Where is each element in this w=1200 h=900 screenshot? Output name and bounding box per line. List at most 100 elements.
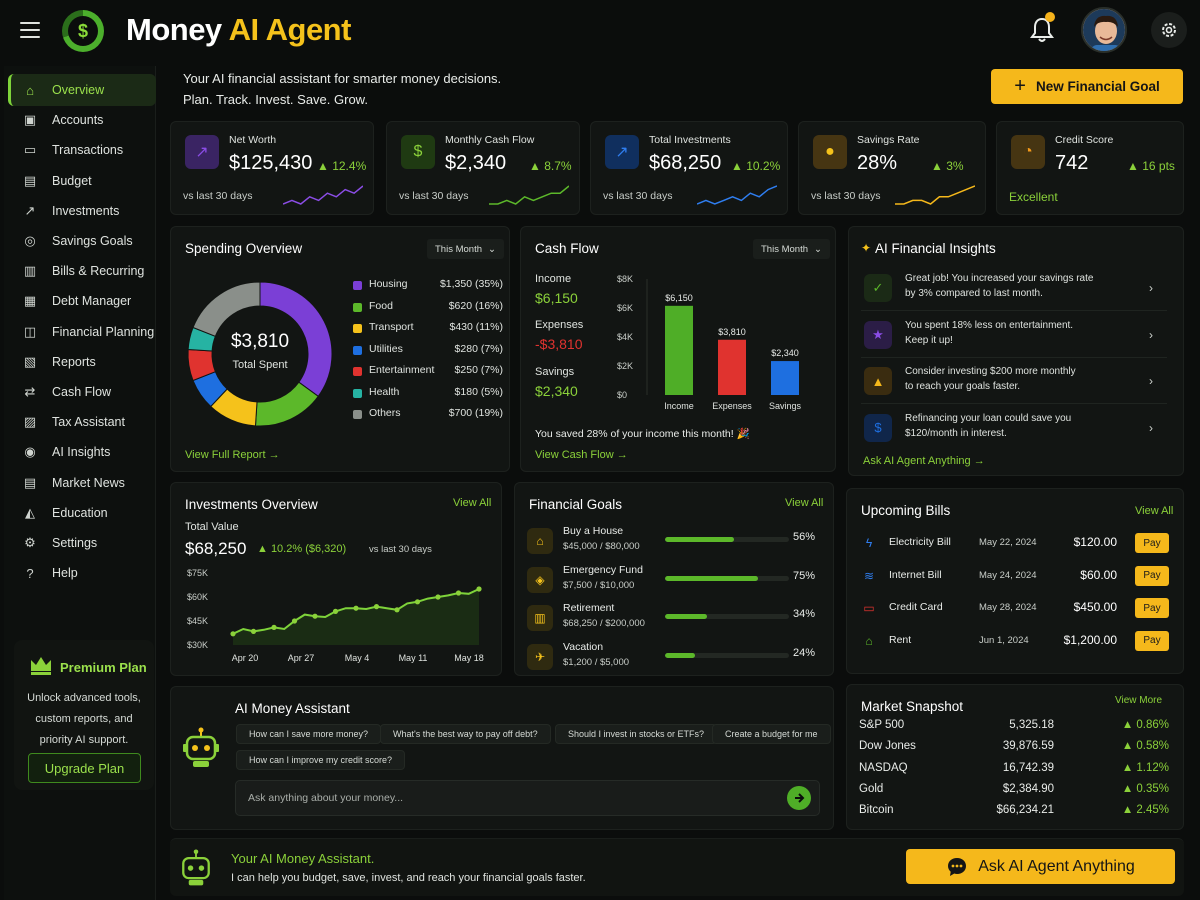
premium-title: Premium Plan [60, 660, 147, 675]
receipt-icon: ▥ [23, 263, 37, 279]
suggestion-chip[interactable]: Should I invest in stocks or ETFs? [555, 724, 718, 744]
legend-item: Housing $1,350 (35%) [353, 278, 503, 292]
suggestion-chip[interactable]: How can I save more money? [236, 724, 382, 744]
investments-view-all-link[interactable]: View All [453, 497, 492, 509]
bar-income[interactable] [665, 305, 693, 395]
pay-button[interactable]: Pay [1135, 533, 1169, 553]
y-tick-label: $8K [617, 274, 633, 284]
kpi-card-total-investments[interactable]: ↗ Total Investments $68,250 ▲ 10.2% vs l… [590, 121, 788, 215]
sidebar-item-financial-planning[interactable]: ◫ Financial Planning [8, 316, 156, 348]
bill-item: ⌂ Rent Jun 1, 2024 $1,200.00 Pay [859, 629, 1175, 655]
ask-money-input[interactable]: Ask anything about your money... [235, 780, 820, 816]
gear-icon: ⚙ [24, 535, 36, 550]
sidebar-item-investments[interactable]: ↗ Investments [8, 195, 156, 227]
market-name: Gold [859, 782, 884, 795]
sidebar-item-help[interactable]: ? Help [8, 557, 156, 589]
legend-swatch [353, 281, 362, 290]
bill-item: ▭ Credit Card May 28, 2024 $450.00 Pay [859, 596, 1175, 622]
plan-icon: ◫ [23, 323, 37, 339]
target-icon: ◎ [24, 233, 36, 248]
pay-button[interactable]: Pay [1135, 598, 1169, 618]
sidebar-item-label: Cash Flow [52, 385, 112, 399]
sidebar-item-education[interactable]: ◭ Education [8, 497, 156, 529]
view-full-report-link[interactable]: View Full Report → [185, 449, 280, 461]
arrow-right-icon: → [268, 449, 280, 461]
sidebar-item-ai-insights[interactable]: ◉ AI Insights [8, 436, 156, 468]
suggestion-chip[interactable]: Create a budget for me [712, 724, 831, 744]
insight-item[interactable]: ✓ Great job! You increased your savings … [861, 269, 1167, 311]
goal-item[interactable]: ⌂ Buy a House $45,000 / $80,000 56% [527, 525, 815, 561]
sidebar-item-bills-recurring[interactable]: ▥ Bills & Recurring [8, 255, 156, 287]
legend-value: $620 (16%) [448, 299, 503, 312]
sidebar-item-label: AI Insights [52, 445, 111, 460]
insight-item[interactable]: ★ You spent 18% less on entertainment. K… [861, 316, 1167, 358]
kpi-card-credit-score[interactable]: ◔ Credit Score 742 ▲ 16 pts Excellent [996, 121, 1184, 215]
sidebar-item-transactions[interactable]: ▭ Transactions [8, 134, 156, 166]
ask-ai-agent-button[interactable]: Ask AI Agent Anything [906, 849, 1175, 884]
spending-total: $3,810 [230, 331, 290, 352]
data-point [312, 613, 318, 619]
cash-flow-note: You saved 28% of your income this month!… [535, 428, 750, 440]
market-row: Dow Jones 39,876.59 ▲ 0.58% [859, 740, 1169, 758]
x-tick-label: Apr 20 [232, 653, 259, 663]
data-point [230, 631, 236, 637]
goal-item[interactable]: ▥ Retirement $68,250 / $200,000 34% [527, 602, 815, 638]
insight-item[interactable]: $ Refinancing your loan could save you $… [861, 409, 1167, 451]
new-financial-goal-button[interactable]: + New Financial Goal [991, 69, 1183, 104]
bar-savings[interactable] [771, 361, 799, 395]
send-arrow-icon [795, 793, 805, 803]
sidebar-item-overview[interactable]: ⌂ Overview [8, 74, 156, 106]
upgrade-plan-button[interactable]: Upgrade Plan [28, 753, 141, 783]
sidebar-item-reports[interactable]: ▧ Reports [8, 346, 156, 378]
kpi-card-net-worth[interactable]: ↗ Net Worth $125,430 ▲ 12.4% vs last 30 … [170, 121, 374, 215]
bill-item: ϟ Electricity Bill May 22, 2024 $120.00 … [859, 531, 1175, 557]
dollar-shield-icon: $ [864, 413, 892, 442]
ask-ai-agent-link[interactable]: Ask AI Agent Anything → [863, 455, 985, 467]
sidebar-item-debt-manager[interactable]: ▦ Debt Manager [8, 285, 156, 317]
goals-view-all-link[interactable]: View All [785, 497, 824, 509]
suggestion-chip[interactable]: How can I improve my credit score? [236, 750, 406, 770]
send-button[interactable] [787, 786, 811, 810]
sidebar-item-savings-goals[interactable]: ◎ Savings Goals [8, 225, 156, 257]
cash-flow-title: Cash Flow [535, 241, 599, 256]
notification-dot [1045, 12, 1055, 22]
premium-plan-card: Premium Plan Unlock advanced tools, cust… [14, 640, 154, 790]
goal-item[interactable]: ◈ Emergency Fund $7,500 / $10,000 75% [527, 564, 815, 600]
donut-slice-others[interactable] [192, 281, 261, 337]
sidebar-item-market-news[interactable]: ▤ Market News [8, 467, 156, 499]
house-icon: ⌂ [527, 528, 553, 554]
menu-icon[interactable] [20, 22, 40, 38]
sidebar-item-tax-assistant[interactable]: ▨ Tax Assistant [8, 406, 156, 438]
kpi-sub: vs last 30 days [603, 190, 673, 202]
kpi-change: ▲ 8.7% [529, 159, 572, 173]
income-label: Income [535, 273, 572, 285]
bar-expenses[interactable] [718, 339, 746, 395]
kpi-card-savings-rate[interactable]: ● Savings Rate 28% ▲ 3% vs last 30 days [798, 121, 986, 215]
market-change: ▲ 0.58% [1121, 740, 1169, 753]
suggestion-chip[interactable]: What's the best way to pay off debt? [380, 724, 551, 744]
savings-label: Savings [535, 366, 575, 378]
sidebar-item-budget[interactable]: ▤ Budget [8, 165, 156, 197]
legend-item: Transport $430 (11%) [353, 321, 503, 335]
legend-label: Transport [369, 321, 414, 333]
y-tick-label: $2K [617, 361, 633, 371]
cash-flow-period-dropdown[interactable]: This Month ⌄ [753, 239, 830, 259]
kpi-card-monthly-cash-flow[interactable]: $ Monthly Cash Flow $2,340 ▲ 8.7% vs las… [386, 121, 580, 215]
settings-button[interactable] [1151, 12, 1187, 48]
goal-item[interactable]: ✈ Vacation $1,200 / $5,000 24% [527, 641, 815, 677]
chevron-down-icon: ⌄ [488, 243, 496, 255]
sidebar-item-settings[interactable]: ⚙ Settings [8, 527, 156, 559]
avatar[interactable] [1081, 7, 1127, 53]
view-cash-flow-link[interactable]: View Cash Flow → [535, 449, 628, 461]
insight-item[interactable]: ▲ Consider investing $200 more monthly t… [861, 362, 1167, 404]
sidebar-item-accounts[interactable]: ▣ Accounts [8, 104, 156, 136]
sidebar-item-cash-flow[interactable]: ⇄ Cash Flow [8, 376, 156, 408]
home-icon: ⌂ [26, 82, 34, 98]
bills-view-all-link[interactable]: View All [1135, 505, 1174, 517]
pay-button[interactable]: Pay [1135, 565, 1169, 586]
robot-icon [183, 727, 219, 767]
pay-button[interactable]: Pay [1135, 630, 1169, 651]
market-view-more-link[interactable]: View More [1115, 695, 1163, 706]
legend-label: Utilities [369, 342, 403, 355]
spending-period-dropdown[interactable]: This Month ⌄ [427, 239, 504, 259]
